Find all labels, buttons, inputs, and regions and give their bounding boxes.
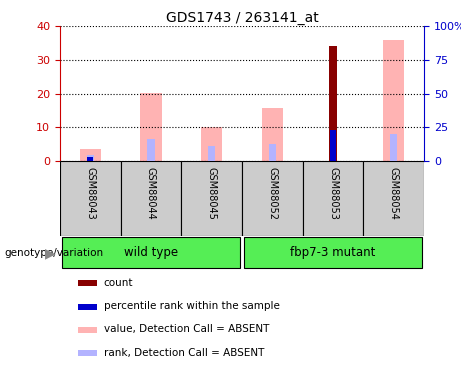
Bar: [140, 93, 162, 161]
Bar: [87, 155, 94, 161]
Bar: [330, 46, 337, 161]
Bar: [330, 130, 336, 161]
Text: rank, Detection Call = ABSENT: rank, Detection Call = ABSENT: [104, 348, 264, 358]
Text: genotype/variation: genotype/variation: [5, 248, 104, 258]
Text: GSM88053: GSM88053: [328, 167, 338, 220]
Bar: [201, 128, 222, 161]
Bar: [148, 139, 154, 161]
Bar: [383, 40, 404, 161]
Bar: [121, 161, 181, 236]
Text: wild type: wild type: [124, 246, 178, 259]
Text: value, Detection Call = ABSENT: value, Detection Call = ABSENT: [104, 324, 269, 334]
Bar: [363, 161, 424, 236]
Bar: [208, 146, 215, 161]
Text: GSM88052: GSM88052: [267, 167, 278, 220]
Text: fbp7-3 mutant: fbp7-3 mutant: [290, 246, 376, 259]
Bar: [80, 149, 101, 161]
Bar: [78, 350, 97, 356]
Text: count: count: [104, 278, 133, 288]
Bar: [244, 237, 422, 268]
Bar: [242, 161, 303, 236]
Bar: [303, 161, 363, 236]
Bar: [62, 237, 240, 268]
Text: GSM88044: GSM88044: [146, 167, 156, 220]
Bar: [390, 134, 397, 161]
Text: GSM88043: GSM88043: [85, 167, 95, 220]
Text: GSM88054: GSM88054: [389, 167, 399, 220]
Bar: [262, 108, 283, 161]
Text: percentile rank within the sample: percentile rank within the sample: [104, 301, 279, 311]
Bar: [78, 327, 97, 333]
Bar: [60, 161, 121, 236]
Bar: [181, 161, 242, 236]
Bar: [78, 280, 97, 286]
Bar: [87, 157, 94, 161]
Bar: [78, 304, 97, 310]
Bar: [269, 144, 276, 161]
Title: GDS1743 / 263141_at: GDS1743 / 263141_at: [165, 11, 319, 25]
Text: ▶: ▶: [45, 246, 55, 260]
Text: GSM88045: GSM88045: [207, 167, 217, 220]
